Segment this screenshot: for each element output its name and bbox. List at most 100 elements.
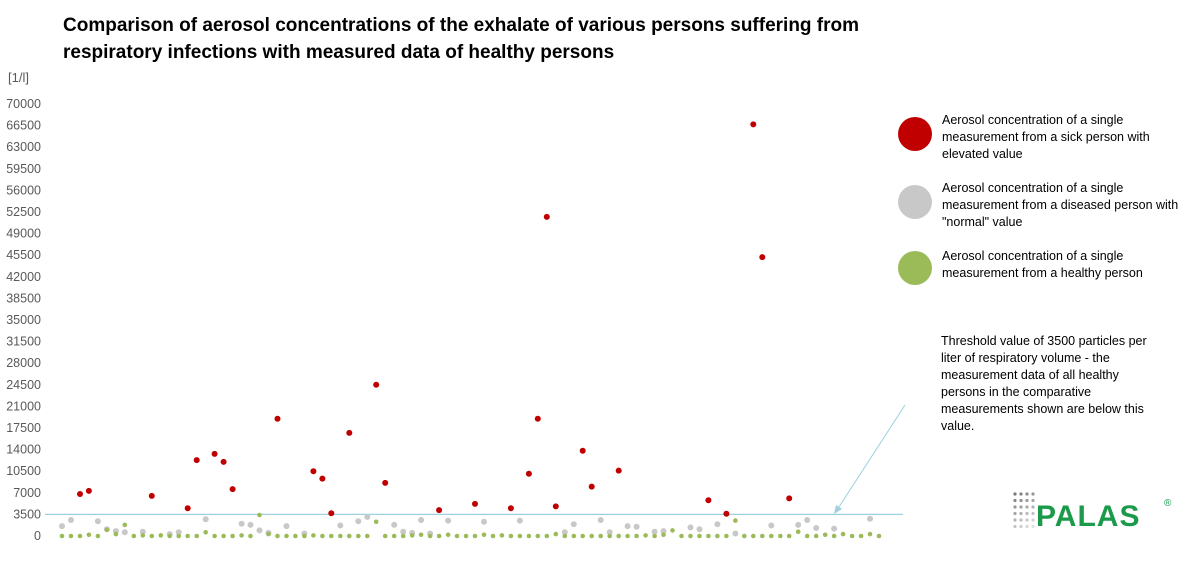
healthy-point xyxy=(831,533,837,539)
healthy-point xyxy=(302,533,307,539)
diseased-normal-point xyxy=(481,518,487,525)
healthy-point xyxy=(625,533,630,539)
healthy-point xyxy=(122,522,128,528)
healthy-point xyxy=(311,533,316,538)
healthy-point xyxy=(679,533,684,539)
healthy-point xyxy=(266,531,271,537)
healthy-point xyxy=(562,533,568,539)
healthy-point xyxy=(634,533,639,539)
healthy-point xyxy=(382,533,388,539)
y-tick-label: 3500 xyxy=(13,507,41,521)
sick-elevated-point xyxy=(615,467,622,474)
diseased-normal-point xyxy=(687,524,694,531)
healthy-point xyxy=(212,533,217,539)
healthy-point xyxy=(607,533,612,539)
logo-dot xyxy=(1025,524,1029,529)
sick-elevated-point xyxy=(193,457,200,464)
healthy-point xyxy=(104,527,110,533)
legend-label: Aerosol concentration of a single measur… xyxy=(942,249,1143,280)
healthy-point xyxy=(858,533,864,539)
logo-dot xyxy=(1019,524,1023,529)
healthy-point xyxy=(499,533,505,538)
healthy-point xyxy=(544,533,550,539)
healthy-point xyxy=(706,533,711,539)
y-tick-label: 45500 xyxy=(6,248,41,262)
sick-elevated-point xyxy=(373,381,380,388)
healthy-point xyxy=(598,533,603,539)
diseased-normal-point xyxy=(732,530,739,537)
y-tick-label: 38500 xyxy=(6,291,41,305)
sick-elevated-point xyxy=(723,510,730,517)
healthy-point xyxy=(616,533,621,539)
healthy-point xyxy=(158,533,164,538)
logo-dot xyxy=(1025,498,1029,503)
healthy-point xyxy=(580,533,585,539)
healthy-point xyxy=(769,533,774,539)
healthy-point xyxy=(688,533,693,539)
healthy-point xyxy=(760,533,765,539)
healthy-point xyxy=(194,533,199,539)
healthy-point xyxy=(409,533,415,538)
data-points xyxy=(59,121,882,539)
sick-elevated-point xyxy=(211,450,218,457)
healthy-point xyxy=(77,533,83,539)
diseased-normal-point xyxy=(570,521,577,528)
healthy-point xyxy=(185,533,190,539)
healthy-point xyxy=(840,531,846,537)
diseased-normal-point xyxy=(418,517,425,523)
y-tick-label: 31500 xyxy=(6,335,41,349)
diseased-normal-point xyxy=(633,523,640,530)
healthy-point xyxy=(804,533,810,539)
palas-logo: PALAS ® xyxy=(1012,488,1182,534)
diseased-normal-point xyxy=(59,523,65,530)
sick-elevated-point xyxy=(507,505,514,512)
healthy-point xyxy=(867,531,873,537)
healthy-point xyxy=(149,533,155,539)
healthy-point xyxy=(131,533,137,539)
healthy-point xyxy=(203,530,208,535)
annotation-arrowhead xyxy=(834,505,842,514)
healthy-point xyxy=(391,533,397,539)
healthy-point xyxy=(248,533,253,539)
healthy-point xyxy=(733,518,738,523)
y-tick-label: 56000 xyxy=(6,183,41,197)
y-tick-label: 10500 xyxy=(6,464,41,478)
diseased-normal-point xyxy=(139,528,146,535)
sick-elevated-point xyxy=(274,415,281,422)
diseased-normal-point xyxy=(516,517,523,524)
healthy-point xyxy=(140,533,146,538)
healthy-point xyxy=(320,533,325,539)
healthy-point xyxy=(373,519,379,525)
sick-elevated-point xyxy=(543,213,550,220)
diseased-normal-point xyxy=(175,529,182,536)
healthy-point xyxy=(347,533,352,539)
y-tick-label: 7000 xyxy=(13,486,41,500)
y-axis-unit-label: [1/l] xyxy=(8,70,29,85)
y-axis-ticks: 0 3500 7000 10500 14000 17500 21000 24500 28000 3… xyxy=(6,97,41,543)
logo-dot xyxy=(1031,511,1035,516)
legend-marker-grey xyxy=(898,185,932,219)
diseased-normal-point xyxy=(768,522,775,529)
diseased-normal-point xyxy=(238,520,245,527)
y-tick-label: 28000 xyxy=(6,356,41,370)
healthy-point xyxy=(427,533,433,539)
y-tick-label: 21000 xyxy=(6,399,41,413)
sick-elevated-point xyxy=(705,497,712,504)
logo-dot xyxy=(1031,492,1035,496)
healthy-point xyxy=(167,533,172,539)
logo-text: PALAS xyxy=(1036,500,1141,533)
sick-elevated-point xyxy=(759,254,766,261)
sick-elevated-point xyxy=(525,470,532,477)
healthy-point xyxy=(463,533,469,539)
diseased-normal-point xyxy=(795,521,802,528)
healthy-point xyxy=(508,533,514,539)
healthy-point xyxy=(652,533,657,539)
diseased-normal-point xyxy=(651,528,658,535)
diseased-normal-point xyxy=(121,529,128,536)
logo-dot xyxy=(1019,498,1023,503)
healthy-point xyxy=(68,533,74,539)
sick-elevated-point xyxy=(328,510,335,517)
logo-dot xyxy=(1025,505,1029,509)
healthy-point xyxy=(490,533,496,539)
